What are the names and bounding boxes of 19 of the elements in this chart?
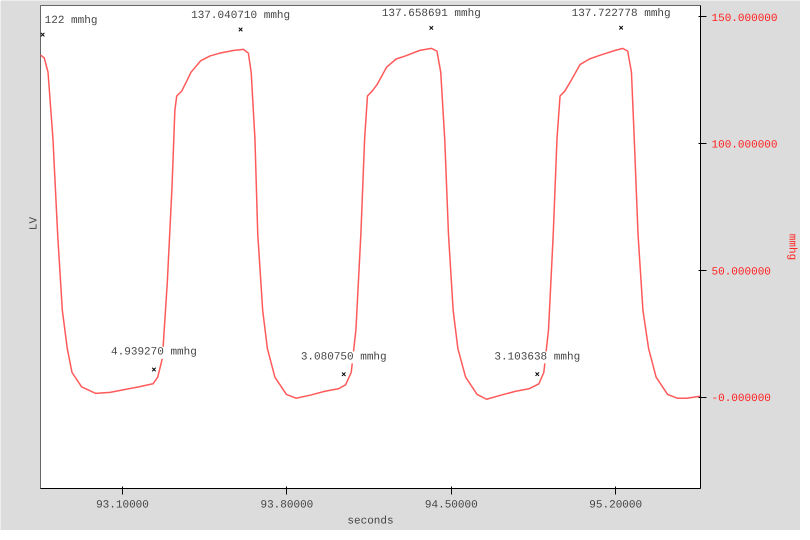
y-tick-label: -0.000000 (712, 393, 771, 406)
annotation: 137.722778 mmhg (572, 8, 671, 20)
annotation: 137.040710 mmhg (191, 10, 290, 22)
x-tick-label: 93.80000 (260, 500, 314, 512)
y-tick-label: 150.000000 (712, 12, 778, 25)
y-tick-label: 50.000000 (712, 266, 771, 278)
x-tick-label: 95.20000 (589, 500, 642, 512)
y-tick-label: 100.000000 (712, 140, 778, 152)
line-series (40, 48, 700, 400)
x-tick-label: 94.50000 (424, 500, 478, 512)
x-axis-title: seconds (347, 516, 394, 528)
annotation: 3.103638 mmhg (494, 351, 580, 364)
annotation: 4.939270 mmhg (111, 346, 197, 359)
annotation: 3.080750 mmhg (300, 351, 387, 364)
annotation: 137.658691 mmhg (382, 8, 481, 20)
annotation: LV (28, 216, 40, 230)
x-tick-label: 93.10000 (96, 500, 149, 512)
annotation: 122 mmhg (44, 14, 98, 27)
y-axis-title: mmhg (786, 234, 798, 260)
